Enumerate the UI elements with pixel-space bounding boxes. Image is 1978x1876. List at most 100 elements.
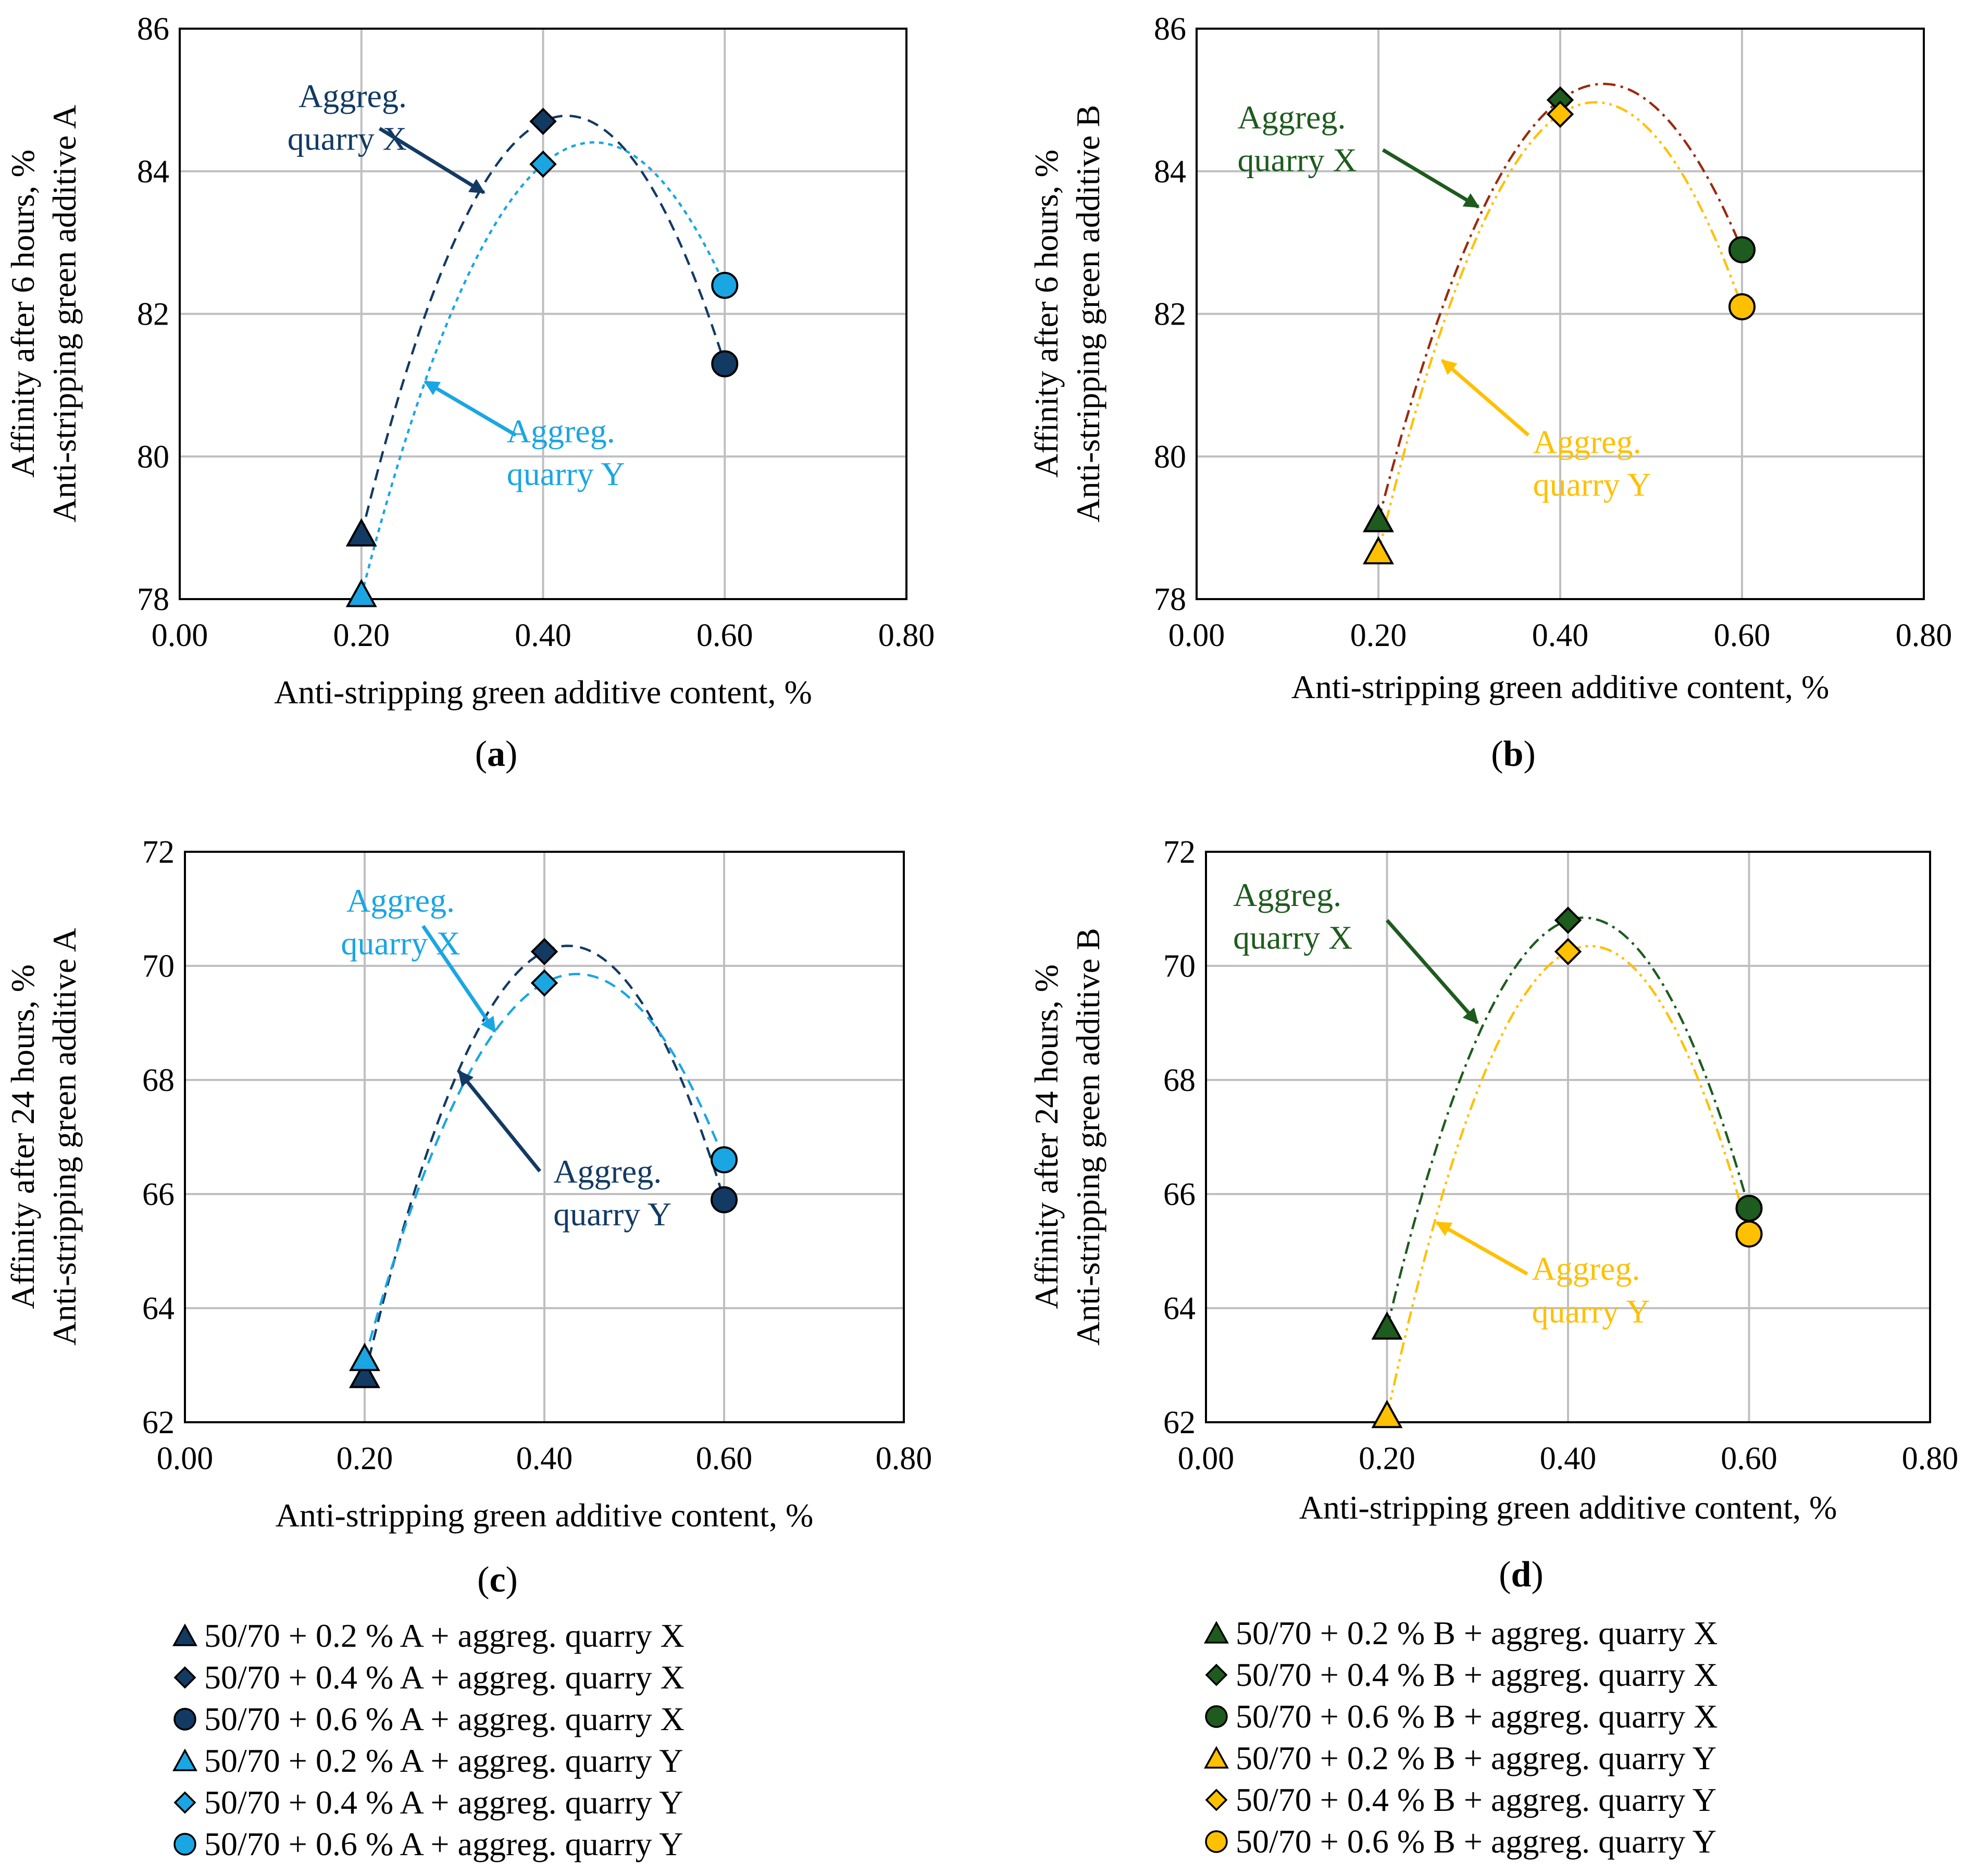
legend-label: 50/70 + 0.6 % B + aggreg. quarry X — [1236, 1698, 1718, 1735]
x-tick-label: 0.20 — [1359, 1441, 1415, 1476]
y-tick-label: 68 — [142, 1063, 175, 1098]
trendline-series-2 — [1386, 945, 1750, 1417]
y-axis-label-secondary: Anti-stripping green additive B — [1069, 105, 1106, 523]
x-axis-label: Anti-stripping green additive content, % — [1291, 668, 1830, 705]
annotation-label: quarry X — [288, 120, 407, 157]
plot-frame — [1196, 28, 1925, 600]
y-tick-label: 80 — [137, 439, 169, 475]
legend-item: 50/70 + 0.4 % A + aggreg. quarry X — [172, 1657, 685, 1698]
legend-marker-triangle-icon — [172, 1623, 197, 1646]
y-tick-label: 78 — [137, 582, 169, 617]
legend-item: 50/70 + 0.2 % A + aggreg. quarry Y — [172, 1740, 685, 1782]
legend-item: 50/70 + 0.4 % B + aggreg. quarry Y — [1203, 1779, 1718, 1821]
data-point-series-1 — [711, 350, 739, 378]
y-tick-label: 84 — [137, 154, 169, 190]
annotation-label: Aggreg. — [1532, 1250, 1640, 1287]
legend-label: 50/70 + 0.4 % A + aggreg. quarry Y — [204, 1784, 683, 1821]
annotation-label: quarry Y — [1533, 466, 1651, 503]
x-tick-label: 0.40 — [1540, 1441, 1597, 1476]
annotation-arrow — [421, 925, 497, 1033]
legend-item: 50/70 + 0.6 % A + aggreg. quarry X — [172, 1698, 685, 1740]
legend-marker-diamond-icon — [1205, 1788, 1228, 1811]
chart-panel-a: 0.00 0.20 0.40 0.60 0.80 78 80 82 84 86 Anti-strip… — [4, 11, 935, 774]
y-tick-label: 64 — [142, 1291, 175, 1326]
data-point-series-1 — [711, 1186, 738, 1213]
x-tick-label: 0.20 — [337, 1441, 393, 1476]
annotation-label: Aggreg. — [1533, 423, 1641, 460]
x-tick-label: 0.80 — [1902, 1441, 1959, 1476]
data-point-series-2 — [349, 1343, 380, 1371]
legend-label: 50/70 + 0.4 % B + aggreg. quarry Y — [1236, 1781, 1716, 1818]
plot-frame — [184, 851, 905, 1423]
annotation-label: quarry Y — [1532, 1293, 1650, 1330]
x-axis-label: Anti-stripping green additive content, % — [1299, 1489, 1837, 1526]
x-axis-label: Anti-stripping green additive content, % — [276, 1497, 814, 1534]
data-point-series-2 — [711, 271, 739, 299]
x-tick-label: 0.20 — [333, 618, 390, 653]
data-point-series-2 — [1371, 1399, 1403, 1428]
y-tick-label: 62 — [142, 1405, 175, 1440]
x-tick-label: 0.80 — [876, 1441, 932, 1476]
panel-label: (b) — [1491, 734, 1536, 774]
legend-item: 50/70 + 0.6 % B + aggreg. quarry Y — [1203, 1821, 1718, 1862]
y-tick-label: 68 — [1163, 1063, 1196, 1098]
legend-marker-circle-icon — [173, 1833, 196, 1856]
annotation-arrow — [1385, 919, 1479, 1024]
data-point-series-2 — [1546, 101, 1574, 128]
y-tick-label: 70 — [142, 949, 175, 984]
data-point-series-2 — [1728, 293, 1756, 320]
plot-frame — [179, 28, 907, 600]
y-axis-label-secondary: Anti-stripping green additive B — [1069, 928, 1106, 1346]
legend-label: 50/70 + 0.2 % A + aggreg. quarry X — [204, 1617, 685, 1654]
x-tick-label: 0.60 — [1721, 1441, 1777, 1476]
legend-label: 50/70 + 0.6 % A + aggreg. quarry X — [204, 1700, 685, 1737]
data-point-series-1 — [345, 518, 377, 546]
data-point-series-2 — [1363, 536, 1394, 565]
legend-marker-diamond-icon — [173, 1791, 196, 1814]
data-point-series-2 — [529, 150, 557, 178]
legend-label: 50/70 + 0.2 % B + aggreg. quarry Y — [1236, 1740, 1716, 1776]
y-tick-label: 78 — [1154, 582, 1186, 617]
legend-label: 50/70 + 0.2 % A + aggreg. quarry Y — [204, 1742, 683, 1779]
legend-marker-triangle-icon — [1204, 1746, 1229, 1769]
y-axis-label-secondary: Anti-stripping green additive A — [46, 928, 83, 1346]
y-tick-label: 72 — [1163, 835, 1196, 870]
legend-right: 50/70 + 0.2 % B + aggreg. quarry X 50/70 … — [1203, 1612, 1718, 1862]
legend-left: 50/70 + 0.2 % A + aggreg. quarry X 50/70 … — [172, 1615, 685, 1865]
data-point-series-2 — [345, 579, 377, 607]
y-tick-label: 62 — [1163, 1405, 1196, 1440]
x-tick-label: 0.60 — [1714, 618, 1771, 653]
legend-item: 50/70 + 0.6 % A + aggreg. quarry Y — [172, 1823, 685, 1865]
plot-frame — [1205, 851, 1931, 1423]
annotation-label: quarry X — [1238, 142, 1357, 179]
legend-item: 50/70 + 0.2 % A + aggreg. quarry X — [172, 1615, 685, 1657]
annotation-arrow — [378, 127, 486, 194]
annotation-arrow — [1435, 1221, 1528, 1276]
panel-label: (a) — [475, 734, 518, 774]
x-tick-label: 0.00 — [157, 1441, 214, 1476]
legend-label: 50/70 + 0.2 % B + aggreg. quarry X — [1236, 1614, 1718, 1651]
legend-marker-triangle-icon — [1204, 1621, 1229, 1644]
data-point-series-2 — [530, 969, 558, 997]
annotation-arrow — [457, 1070, 542, 1173]
data-point-series-2 — [1735, 1220, 1763, 1248]
y-tick-label: 66 — [142, 1177, 175, 1212]
y-tick-label: 84 — [1154, 154, 1186, 190]
data-point-series-2 — [711, 1146, 738, 1174]
annotation-label: Aggreg. — [1238, 99, 1346, 136]
x-tick-label: 0.00 — [1168, 618, 1225, 653]
x-tick-label: 0.60 — [696, 618, 753, 653]
annotation-label: Aggreg. — [507, 413, 615, 450]
legend-marker-diamond-icon — [1205, 1663, 1228, 1686]
legend-label: 50/70 + 0.4 % A + aggreg. quarry X — [204, 1659, 685, 1696]
legend-item: 50/70 + 0.6 % B + aggreg. quarry X — [1203, 1696, 1718, 1737]
x-tick-label: 0.00 — [152, 618, 208, 653]
x-tick-label: 0.80 — [878, 618, 935, 653]
annotation-label: Aggreg. — [553, 1153, 662, 1190]
y-tick-label: 86 — [1154, 11, 1186, 47]
x-tick-label: 0.60 — [696, 1441, 753, 1476]
legend-item: 50/70 + 0.2 % B + aggreg. quarry X — [1203, 1612, 1718, 1654]
legend-item: 50/70 + 0.4 % B + aggreg. quarry X — [1203, 1654, 1718, 1696]
data-point-series-1 — [530, 938, 558, 965]
